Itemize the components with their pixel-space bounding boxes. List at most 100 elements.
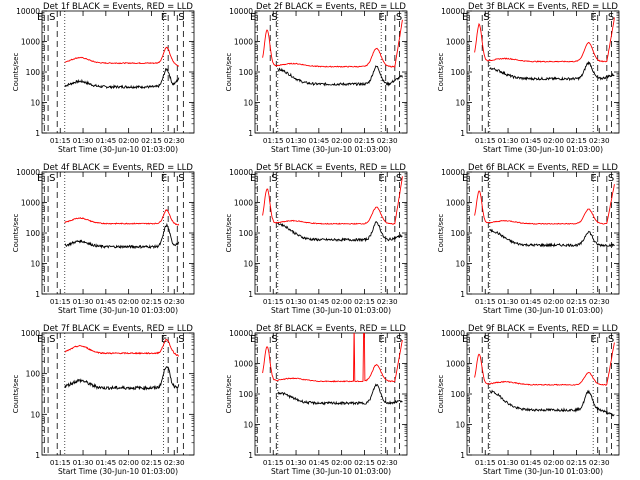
- x-tick-label: 02:30: [589, 136, 610, 145]
- x-tick-label: 02:15: [354, 297, 375, 306]
- chart-title: Det 9f BLACK = Events, RED = LLD: [468, 324, 618, 334]
- y-tick-label: 1: [35, 129, 40, 138]
- x-tick-label: 01:45: [308, 297, 329, 306]
- lld-series-line: [262, 176, 403, 225]
- y-axis-label: Counts/sec: [437, 53, 445, 92]
- x-axis-label: Start Time (30-Jun-10 01:03:00): [58, 306, 178, 315]
- lld-series-line: [64, 338, 179, 357]
- y-tick-label: 100: [451, 229, 466, 238]
- event-marker-label: S: [271, 173, 277, 184]
- events-series-line: [489, 389, 615, 417]
- event-marker-label: S: [271, 334, 277, 345]
- x-tick-label: 02:30: [377, 136, 398, 145]
- x-axis-label: Start Time (30-Jun-10 01:03:00): [483, 467, 603, 476]
- event-marker-label: E: [378, 334, 384, 345]
- lld-series-line: [474, 17, 615, 63]
- series-group: [262, 333, 403, 406]
- x-tick-label: 01:30: [498, 297, 519, 306]
- y-tick-label: 1000: [446, 360, 465, 369]
- events-series-line: [64, 366, 180, 391]
- y-tick-label: 10: [243, 260, 253, 269]
- y-tick-label: 10000: [441, 329, 465, 338]
- x-tick-label: 02:15: [141, 458, 162, 467]
- x-tick-label: 02:15: [566, 297, 587, 306]
- x-tick-label: 02:15: [354, 458, 375, 467]
- y-tick-label: 10: [30, 99, 40, 108]
- chart-panel: Det 7f BLACK = Events, RED = LLD 1 10 100 10…: [12, 324, 195, 476]
- y-tick-label: 10000: [16, 7, 40, 16]
- x-tick-label: 01:45: [95, 458, 116, 467]
- series-group: [64, 209, 180, 250]
- y-tick-label: 1: [460, 129, 465, 138]
- x-tick-label: 02:15: [141, 136, 162, 145]
- x-tick-label: 02:30: [377, 458, 398, 467]
- chart-title: Det 6f BLACK = Events, RED = LLD: [468, 163, 618, 173]
- event-marker-label: S: [483, 334, 489, 345]
- y-tick-label: 10000: [229, 7, 253, 16]
- y-tick-label: 1000: [234, 360, 253, 369]
- y-tick-label: 1000: [21, 199, 40, 208]
- chart-title: Det 2f BLACK = Events, RED = LLD: [256, 2, 406, 12]
- y-tick-label: 10: [455, 421, 465, 430]
- event-marker-label: S: [178, 334, 184, 345]
- event-marker-label: S: [396, 173, 402, 184]
- event-marker-label: S: [178, 173, 184, 184]
- x-tick-label: 02:00: [543, 458, 564, 467]
- x-tick-label: 01:15: [475, 297, 496, 306]
- y-tick-label: 1000: [446, 38, 465, 47]
- y-tick-label: 10: [243, 421, 253, 430]
- x-tick-label: 02:00: [331, 136, 352, 145]
- y-axis-label: Counts/sec: [437, 375, 445, 414]
- event-marker-label: E: [462, 173, 468, 184]
- chart-title: Det 3f BLACK = Events, RED = LLD: [468, 2, 618, 12]
- y-axis-label: Counts/sec: [437, 214, 445, 253]
- x-tick-label: 01:15: [263, 458, 284, 467]
- x-tick-label: 02:30: [164, 297, 185, 306]
- x-tick-label: 01:45: [95, 297, 116, 306]
- y-tick-label: 1: [248, 290, 253, 299]
- event-marker-label: E: [590, 173, 596, 184]
- chart-panel: Det 1f BLACK = Events, RED = LLD 1 10 100 10…: [12, 2, 195, 154]
- event-marker-label: S: [483, 12, 489, 23]
- event-marker-label: E: [161, 12, 167, 23]
- x-tick-label: 01:45: [308, 136, 329, 145]
- y-tick-label: 1: [248, 451, 253, 460]
- x-axis-label: Start Time (30-Jun-10 01:03:00): [271, 306, 391, 315]
- x-tick-label: 01:15: [263, 136, 284, 145]
- y-tick-label: 1: [248, 129, 253, 138]
- y-tick-label: 10: [455, 260, 465, 269]
- x-axis-label: Start Time (30-Jun-10 01:03:00): [271, 145, 391, 154]
- x-tick-label: 01:30: [286, 458, 307, 467]
- y-tick-label: 1000: [21, 329, 40, 338]
- chart-title: Det 7f BLACK = Events, RED = LLD: [43, 324, 193, 334]
- y-tick-label: 1000: [446, 199, 465, 208]
- event-marker-label: E: [590, 12, 596, 23]
- events-series-line: [489, 60, 615, 82]
- series-group: [474, 17, 615, 82]
- series-group: [64, 338, 180, 391]
- event-marker-label: E: [161, 334, 167, 345]
- y-tick-label: 1000: [234, 38, 253, 47]
- event-marker-label: E: [37, 12, 43, 23]
- y-axis-label: Counts/sec: [12, 214, 20, 253]
- series-group: [474, 184, 615, 248]
- y-tick-label: 100: [239, 68, 254, 77]
- x-tick-label: 01:30: [73, 458, 94, 467]
- y-axis-label: Counts/sec: [225, 214, 233, 253]
- lld-series-line: [64, 209, 180, 226]
- events-series-line: [277, 65, 403, 87]
- event-marker-label: E: [250, 12, 256, 23]
- y-tick-label: 1000: [234, 199, 253, 208]
- x-tick-label: 02:00: [118, 458, 139, 467]
- chart-panel: Det 6f BLACK = Events, RED = LLD 1 10 100 10…: [437, 163, 620, 315]
- y-tick-label: 1: [460, 451, 465, 460]
- x-tick-label: 02:30: [164, 458, 185, 467]
- x-tick-label: 01:30: [73, 136, 94, 145]
- event-marker-label: E: [250, 173, 256, 184]
- event-marker-label: S: [49, 12, 55, 23]
- x-tick-label: 01:15: [263, 297, 284, 306]
- x-tick-label: 02:00: [118, 297, 139, 306]
- x-tick-label: 02:00: [543, 136, 564, 145]
- chart-panel: Det 5f BLACK = Events, RED = LLD 1 10 100 10…: [225, 163, 408, 315]
- chart-panel: Det 9f BLACK = Events, RED = LLD 1 10 100 10…: [437, 324, 620, 476]
